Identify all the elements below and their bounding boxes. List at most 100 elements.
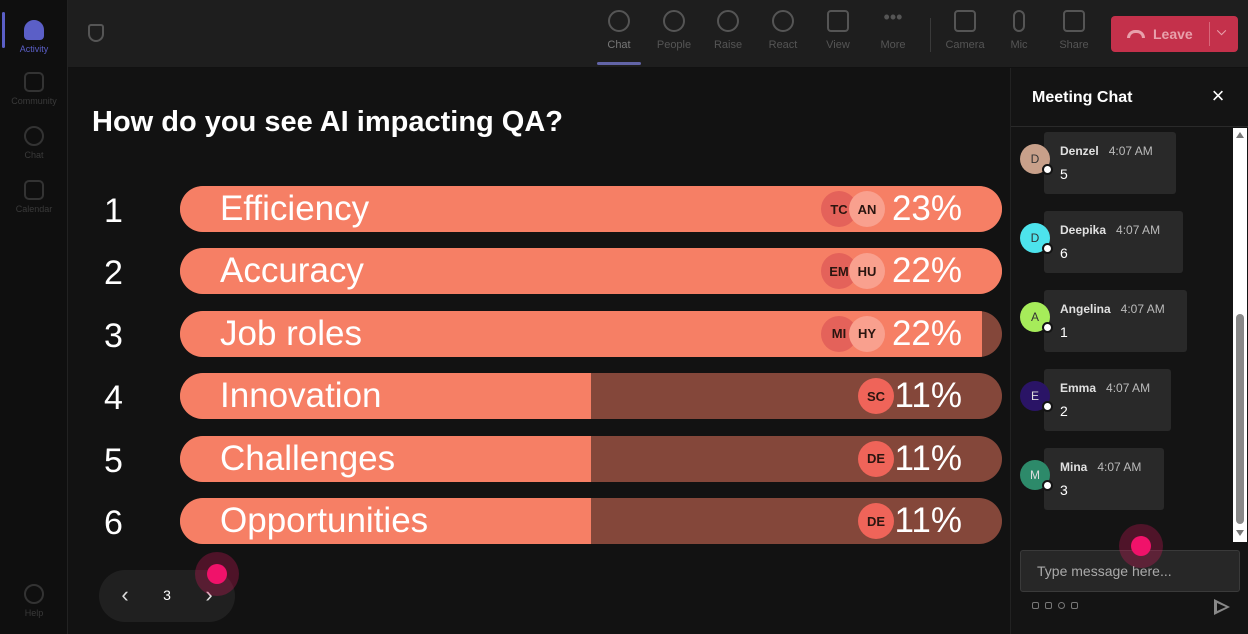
chat-message-bubble[interactable]: Mina 4:07 AM 3 [1044, 448, 1164, 510]
poll-option-percent: 22% [891, 251, 962, 291]
people-button[interactable]: People [649, 10, 699, 62]
chat-message: Emma 4:07 AM 2 E [1019, 369, 1233, 433]
grid-icon [827, 10, 849, 32]
voter-avatar: HU [849, 253, 885, 290]
rail-item-label: Activity [19, 44, 49, 54]
poll-option-row: 1 Efficiency 23% TC AN [68, 186, 1010, 234]
poll-option-row: 3 Job roles 22% MI HY [68, 310, 1010, 359]
camera-off-icon [954, 10, 976, 32]
chat-message-bubble[interactable]: Denzel 4:07 AM 5 [1044, 132, 1176, 194]
chat-message: Denzel 4:07 AM 5 D [1019, 132, 1233, 196]
chat-sender-name: Mina [1060, 460, 1088, 474]
view-button[interactable]: View [813, 10, 863, 62]
bell-icon [24, 20, 44, 40]
chat-message-text: 6 [1060, 245, 1068, 261]
leave-split-divider [1209, 22, 1210, 46]
shield-icon[interactable] [88, 24, 104, 42]
send-icon[interactable] [1214, 599, 1230, 615]
chat-sender-name: Deepika [1060, 223, 1107, 237]
voter-avatar: MI [821, 315, 857, 352]
raise-hand-icon [717, 10, 739, 32]
help-icon [24, 584, 44, 604]
pointer-indicator [195, 552, 239, 596]
microphone-icon [1013, 10, 1025, 32]
chat-message-list: Denzel 4:07 AM 5 D Deepika 4:07 AM 6 D Angelina 4… [1011, 128, 1233, 542]
rail-item-chat[interactable]: Chat [0, 118, 68, 168]
scroll-down-arrow-icon[interactable] [1236, 530, 1244, 536]
more-dots-icon: ••• [883, 7, 903, 27]
attach-icon[interactable] [1045, 602, 1052, 609]
poll-question: How do you see AI impacting QA? [92, 106, 564, 138]
rail-item-help[interactable]: Help [0, 576, 68, 626]
mic-button[interactable]: Mic [994, 10, 1044, 62]
chat-sender-name: Emma [1060, 381, 1097, 395]
chat-message: Mina 4:07 AM 3 M [1019, 448, 1233, 512]
poll-option-fill [180, 435, 591, 482]
chevron-down-icon[interactable]: ⌵ [1217, 24, 1227, 38]
poll-option-bar: Opportunities 11% DE [180, 498, 1002, 544]
active-tab-underline [597, 62, 641, 65]
chat-message-bubble[interactable]: Angelina 4:07 AM 1 [1044, 290, 1187, 352]
poll-option-bar: Efficiency 23% TC AN [180, 186, 1002, 232]
chevron-left-icon[interactable]: ‹ [121, 582, 129, 607]
chat-button[interactable]: Chat [594, 10, 644, 62]
emoji-icon[interactable] [1058, 602, 1065, 609]
compose-tools [1032, 602, 1078, 609]
poll-option-percent: 11% [894, 438, 962, 478]
poll-option-label: Innovation [220, 376, 382, 416]
camera-button[interactable]: Camera [940, 10, 990, 62]
rail-item-calendar[interactable]: Calendar [0, 172, 68, 222]
poll-option-label: Challenges [220, 438, 396, 478]
chat-scrollbar[interactable] [1233, 128, 1247, 542]
close-icon[interactable]: × [1211, 83, 1225, 108]
poll-option-percent: 23% [891, 189, 962, 228]
leave-button[interactable]: Leave ⌵ [1111, 16, 1238, 52]
chevron-right-icon[interactable]: › [205, 582, 213, 607]
toolbar-button-label: Share [1059, 39, 1089, 51]
share-button[interactable]: Share [1049, 10, 1099, 62]
presence-status-icon [1042, 480, 1053, 491]
chat-message-bubble[interactable]: Deepika 4:07 AM 6 [1044, 211, 1183, 273]
toolbar-button-label: React [768, 39, 798, 51]
chat-message-input[interactable] [1020, 550, 1240, 592]
format-icon[interactable] [1032, 602, 1039, 609]
poll-option-percent: 11% [894, 501, 962, 540]
rail-item-activity[interactable]: Activity [0, 12, 68, 62]
chat-sender-name: Denzel [1060, 144, 1099, 158]
meeting-chat-panel: Meeting Chat × Denzel 4:07 AM 5 D Deepika 4:0… [1010, 68, 1248, 634]
scroll-up-arrow-icon[interactable] [1236, 132, 1244, 138]
scrollbar-thumb[interactable] [1236, 314, 1244, 524]
pager-page-number: 3 [163, 587, 171, 603]
poll-option-label: Job roles [220, 313, 363, 353]
toolbar-button-label: More [880, 39, 906, 51]
voter-avatar: AN [849, 191, 885, 227]
chat-timestamp: 4:07 AM [1097, 460, 1142, 474]
poll-option-rank: 4 [104, 379, 123, 418]
rail-item-label: Calendar [15, 204, 53, 214]
more-button[interactable]: ••• More [868, 7, 918, 62]
gif-icon[interactable] [1071, 602, 1078, 609]
poll-option-row: 4 Innovation 11% SC [68, 373, 1010, 421]
chat-message-text: 3 [1060, 482, 1068, 498]
poll-option-row: 5 Challenges 11% DE [68, 435, 1010, 484]
presence-status-icon [1042, 243, 1053, 254]
poll-option-rank: 5 [104, 441, 123, 480]
poll-option-percent: 11% [894, 376, 962, 416]
chat-timestamp: 4:07 AM [1120, 302, 1165, 316]
poll-option-label: Opportunities [220, 501, 429, 540]
avatar[interactable]: D [1020, 144, 1050, 174]
toolbar-button-label: Chat [607, 39, 631, 51]
chat-bubble-icon [24, 126, 44, 146]
rail-item-community[interactable]: Community [0, 64, 68, 114]
poll-option-rank: 6 [104, 504, 123, 542]
chat-message: Deepika 4:07 AM 6 D [1019, 211, 1233, 275]
react-button[interactable]: React [758, 10, 808, 62]
chat-message-text: 5 [1060, 166, 1068, 182]
poll-option-label: Efficiency [220, 189, 370, 228]
calendar-icon [24, 180, 44, 200]
poll-option-label: Accuracy [220, 251, 364, 291]
raise-hand-button[interactable]: Raise [703, 10, 753, 62]
voter-avatar: DE [858, 503, 894, 539]
chat-bubble-icon [608, 10, 630, 32]
chat-message-bubble[interactable]: Emma 4:07 AM 2 [1044, 369, 1171, 431]
